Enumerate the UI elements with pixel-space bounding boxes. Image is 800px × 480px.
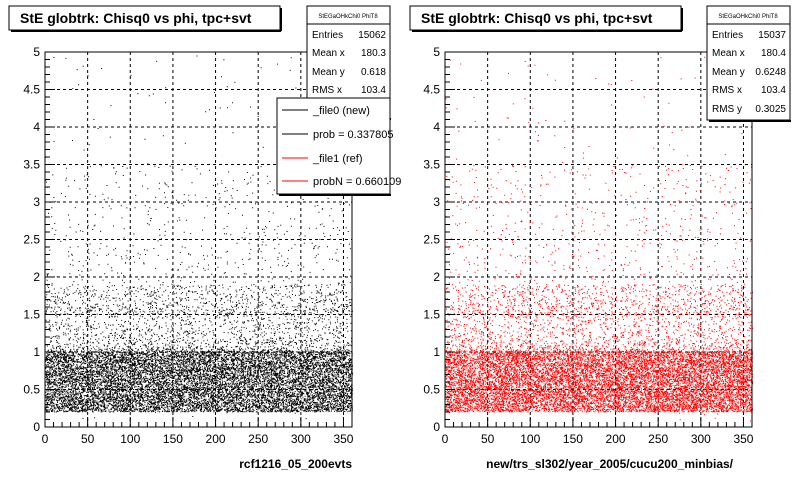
right-axes: 0 50 100 150 200 250 300 350 0 0.5 1 1.5 2 2.5 3 3.5 4 4.…	[423, 45, 753, 446]
y-tick-label: 2	[33, 270, 40, 284]
right-x-axis-label: new/trs_sl302/year_2005/cucu200_minbias/	[486, 457, 733, 471]
x-tick-label: 100	[520, 432, 540, 446]
y-tick-label: 2.5	[423, 233, 440, 247]
x-tick-label: 350	[733, 432, 753, 446]
y-tick-label: 3	[33, 195, 40, 209]
left-stat-label-3: RMS x	[312, 85, 342, 96]
y-tick-label: 4.5	[423, 83, 440, 97]
x-tick-label: 250	[248, 432, 268, 446]
left-scatter-points	[45, 55, 353, 420]
y-tick-label: 2	[433, 270, 440, 284]
legend-entry-1: prob = 0.337805	[313, 129, 393, 141]
x-tick-label: 0	[442, 432, 449, 446]
y-tick-label: 5	[33, 45, 40, 59]
x-tick-label: 150	[163, 432, 183, 446]
left-stat-value-1: 180.3	[361, 48, 386, 59]
left-title-box	[8, 5, 281, 31]
x-tick-label: 0	[42, 432, 49, 446]
x-tick-label: 50	[481, 432, 495, 446]
left-stat-label-2: Mean y	[312, 67, 345, 78]
y-tick-label: 0	[33, 420, 40, 434]
right-stat-value-2: 0.6248	[755, 67, 786, 78]
y-tick-label: 1.5	[423, 308, 440, 322]
y-tick-label: 4	[433, 120, 440, 134]
scatter-markers	[445, 56, 753, 422]
y-tick-label: 1	[433, 345, 440, 359]
legend-box	[276, 97, 391, 195]
y-tick-label: 5	[433, 45, 440, 59]
right-stat-value-0: 15037	[758, 30, 786, 41]
x-tick-label: 250	[648, 432, 668, 446]
left-stat-label-0: Entries	[312, 30, 343, 41]
legend-entry-0: _file0 (new)	[312, 105, 370, 117]
x-tick-label: 300	[691, 432, 711, 446]
x-tick-label: 50	[81, 432, 95, 446]
right-panel: 0 50 100 150 200 250 300 350 0 0.5 1 1.5 2 2.5 3 3.5 4 4.…	[409, 5, 791, 471]
left-x-axis-label: rcf1216_05_200evts	[239, 457, 352, 471]
right-stat-value-1: 180.4	[761, 48, 786, 59]
right-stat-value-4: 0.3025	[755, 104, 786, 115]
y-tick-label: 4.5	[23, 83, 40, 97]
y-tick-label: 3.5	[23, 158, 40, 172]
right-scatter-points	[445, 56, 753, 422]
y-tick-label: 4	[33, 120, 40, 134]
x-tick-label: 100	[120, 432, 140, 446]
right-stats-box	[706, 5, 791, 121]
right-stat-label-2: Mean y	[712, 67, 745, 78]
y-tick-label: 0	[433, 420, 440, 434]
right-stats-title: StEGaOHkChi0 PhiT8	[718, 14, 778, 20]
left-stat-value-2: 0.618	[361, 67, 386, 78]
left-stat-label-1: Mean x	[312, 48, 345, 59]
left-stats-title: StEGaOHkChi0 PhiT8	[318, 14, 378, 20]
scatter-markers	[45, 55, 353, 420]
legend: _file0 (new) prob = 0.337805 _file1 (ref…	[276, 97, 401, 196]
y-tick-label: 1.5	[23, 308, 40, 322]
x-tick-label: 300	[291, 432, 311, 446]
legend-entry-2: _file1 (ref)	[312, 153, 363, 165]
right-stat-label-4: RMS y	[712, 104, 742, 115]
left-chart-title: StE globtrk: Chisq0 vs phi, tpc+svt	[20, 10, 252, 26]
x-tick-label: 200	[206, 432, 226, 446]
y-tick-label: 0.5	[423, 383, 440, 397]
left-axes: 0 50 100 150 200 250 300 350 0 0.5 1 1.5 2 2.5 3 3.5 4 4.…	[23, 45, 353, 446]
legend-entry-3: probN = 0.660109	[313, 176, 401, 188]
right-stat-value-3: 103.4	[761, 85, 786, 96]
right-chart-title: StE globtrk: Chisq0 vs phi, tpc+svt	[421, 10, 653, 26]
y-tick-label: 0.5	[23, 383, 40, 397]
x-tick-label: 200	[606, 432, 626, 446]
y-tick-label: 2.5	[23, 233, 40, 247]
y-tick-label: 3	[433, 195, 440, 209]
right-stat-label-0: Entries	[712, 30, 743, 41]
left-stat-value-3: 103.4	[361, 85, 386, 96]
right-stat-label-3: RMS x	[712, 85, 742, 96]
x-tick-label: 150	[563, 432, 583, 446]
y-tick-label: 1	[33, 345, 40, 359]
right-stat-label-1: Mean x	[712, 48, 745, 59]
left-stat-value-0: 15062	[358, 30, 386, 41]
y-tick-label: 3.5	[423, 158, 440, 172]
x-tick-label: 350	[333, 432, 353, 446]
left-panel: 0 50 100 150 200 250 300 350 0 0.5 1 1.5 2 2.5 3 3.5 4 4.…	[8, 5, 401, 471]
